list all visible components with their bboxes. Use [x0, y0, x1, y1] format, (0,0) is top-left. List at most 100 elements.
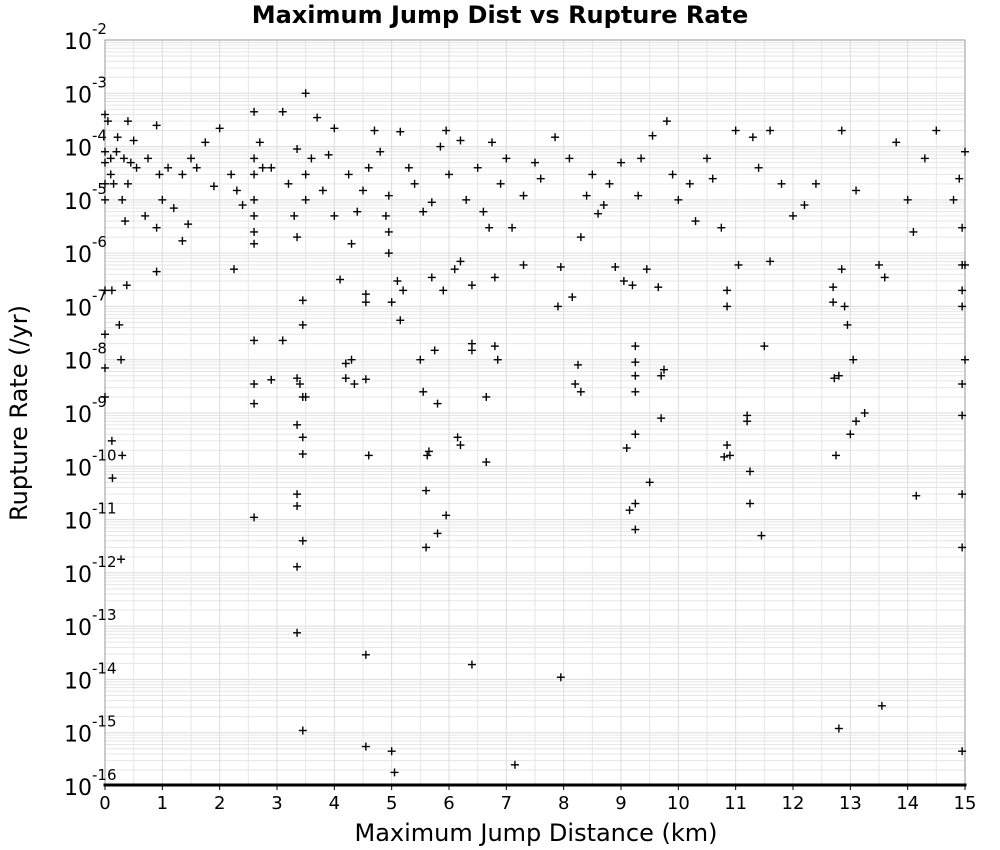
data-point: [453, 433, 462, 442]
data-point: [748, 133, 757, 142]
data-point: [490, 342, 499, 351]
data-point: [493, 355, 502, 364]
data-point: [178, 236, 187, 245]
y-tick-base: 10: [64, 403, 92, 428]
data-point: [433, 529, 442, 538]
data-point: [184, 220, 193, 229]
data-point: [631, 430, 640, 439]
data-point: [645, 478, 654, 487]
data-point: [757, 531, 766, 540]
data-point: [565, 154, 574, 163]
data-point: [293, 374, 302, 383]
data-point: [631, 358, 640, 367]
data-point: [122, 281, 131, 290]
data-point: [958, 747, 967, 756]
data-point: [330, 211, 339, 220]
data-point: [536, 174, 545, 183]
data-point: [490, 273, 499, 282]
y-tick-exponent: -5: [92, 180, 107, 198]
x-tick-label: 15: [954, 793, 977, 814]
data-point: [298, 536, 307, 545]
data-point: [144, 154, 152, 163]
data-point: [416, 355, 425, 364]
data-point: [800, 201, 809, 210]
y-tick-label: 10-10: [64, 446, 117, 481]
data-point: [158, 195, 167, 204]
data-point: [958, 490, 967, 499]
data-point: [843, 320, 852, 329]
y-tick-label: 10-4: [64, 127, 107, 162]
data-point: [152, 223, 161, 232]
data-point: [789, 211, 797, 220]
data-point: [892, 138, 901, 147]
data-point: [556, 262, 565, 271]
data-point: [496, 179, 505, 188]
data-point: [482, 458, 491, 467]
data-point: [387, 747, 396, 756]
data-point: [766, 126, 775, 135]
y-tick-exponent: -3: [92, 73, 107, 91]
data-point: [958, 380, 967, 389]
data-point: [384, 249, 393, 258]
data-point: [393, 277, 402, 286]
data-point: [594, 209, 603, 218]
y-tick-label: 10-7: [64, 286, 107, 321]
data-point: [834, 724, 843, 733]
data-point: [364, 163, 373, 172]
data-point: [622, 444, 631, 453]
data-point: [278, 107, 287, 116]
data-point: [829, 283, 838, 292]
data-point: [746, 499, 754, 508]
data-point: [101, 195, 109, 204]
data-point: [295, 380, 304, 389]
y-tick-exponent: -16: [92, 766, 117, 784]
data-point: [101, 286, 109, 295]
data-point: [152, 267, 161, 276]
data-point: [359, 186, 367, 195]
data-point: [830, 374, 839, 383]
data-point: [840, 302, 849, 311]
data-point: [250, 513, 259, 522]
x-tick-label: 1: [157, 793, 168, 814]
data-point: [293, 501, 302, 510]
data-point: [723, 441, 732, 450]
data-point: [361, 290, 370, 299]
data-point: [250, 154, 259, 163]
data-point: [107, 286, 116, 295]
data-point: [390, 768, 399, 777]
data-point: [685, 179, 694, 188]
data-point: [599, 201, 608, 210]
data-point: [588, 170, 597, 179]
data-point: [384, 191, 393, 200]
y-tick-exponent: -7: [92, 286, 107, 304]
y-tick-exponent: -8: [92, 340, 107, 358]
data-point: [347, 239, 356, 248]
data-point: [250, 195, 259, 204]
y-tick-label: 10-9: [64, 393, 107, 428]
data-point: [155, 170, 164, 179]
data-point: [473, 163, 482, 172]
data-point: [912, 491, 921, 500]
data-point: [467, 281, 476, 290]
data-point: [731, 126, 740, 135]
x-tick-label: 11: [724, 793, 747, 814]
data-point: [330, 124, 339, 133]
data-point: [250, 336, 259, 345]
x-tick-label: 13: [839, 793, 862, 814]
data-point: [631, 342, 640, 351]
data-point: [829, 298, 838, 307]
chart-title: Maximum Jump Dist vs Rupture Rate: [252, 1, 749, 29]
data-point: [258, 163, 267, 172]
y-tick-base: 10: [64, 350, 92, 375]
y-tick-exponent: -12: [92, 553, 117, 571]
data-point: [631, 525, 640, 534]
data-point: [427, 273, 436, 282]
y-tick-base: 10: [64, 456, 92, 481]
data-point: [298, 450, 307, 459]
data-point: [576, 233, 585, 242]
data-point: [508, 223, 517, 232]
data-point: [419, 387, 428, 396]
y-tick-label: 10-2: [64, 20, 107, 55]
data-point: [436, 142, 445, 151]
data-point: [313, 113, 322, 122]
